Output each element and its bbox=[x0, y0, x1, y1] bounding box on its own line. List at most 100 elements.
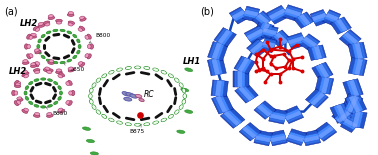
Polygon shape bbox=[213, 95, 228, 113]
Polygon shape bbox=[262, 40, 276, 50]
Polygon shape bbox=[313, 45, 325, 59]
Polygon shape bbox=[318, 126, 334, 138]
Polygon shape bbox=[262, 23, 270, 32]
Polygon shape bbox=[254, 135, 271, 145]
Ellipse shape bbox=[92, 105, 96, 109]
Polygon shape bbox=[263, 28, 277, 35]
Ellipse shape bbox=[35, 50, 41, 54]
Ellipse shape bbox=[38, 39, 41, 43]
Ellipse shape bbox=[34, 79, 39, 81]
Polygon shape bbox=[283, 5, 303, 22]
Ellipse shape bbox=[31, 63, 36, 66]
Ellipse shape bbox=[96, 78, 100, 82]
Polygon shape bbox=[353, 42, 366, 59]
Polygon shape bbox=[270, 135, 287, 145]
Polygon shape bbox=[218, 30, 231, 44]
Text: (a): (a) bbox=[4, 6, 17, 16]
Ellipse shape bbox=[34, 49, 39, 52]
Polygon shape bbox=[246, 29, 264, 40]
Polygon shape bbox=[208, 58, 226, 76]
Ellipse shape bbox=[78, 28, 83, 31]
Ellipse shape bbox=[17, 82, 21, 86]
Polygon shape bbox=[238, 71, 242, 87]
Ellipse shape bbox=[77, 39, 80, 43]
Ellipse shape bbox=[85, 54, 89, 58]
Ellipse shape bbox=[66, 82, 70, 86]
Polygon shape bbox=[321, 77, 329, 93]
Polygon shape bbox=[270, 133, 287, 143]
Polygon shape bbox=[275, 32, 288, 44]
Ellipse shape bbox=[45, 23, 50, 26]
Polygon shape bbox=[261, 37, 277, 53]
Ellipse shape bbox=[122, 92, 130, 96]
Polygon shape bbox=[304, 135, 319, 142]
Ellipse shape bbox=[54, 82, 58, 85]
Polygon shape bbox=[248, 40, 265, 54]
Polygon shape bbox=[250, 42, 264, 53]
Ellipse shape bbox=[79, 63, 85, 67]
Ellipse shape bbox=[175, 110, 179, 114]
Ellipse shape bbox=[38, 22, 43, 25]
Ellipse shape bbox=[14, 80, 19, 85]
Polygon shape bbox=[339, 29, 361, 48]
Polygon shape bbox=[233, 71, 249, 87]
Ellipse shape bbox=[47, 113, 52, 115]
Ellipse shape bbox=[41, 34, 45, 38]
Ellipse shape bbox=[22, 73, 28, 77]
Ellipse shape bbox=[92, 83, 96, 87]
Ellipse shape bbox=[183, 100, 185, 104]
Ellipse shape bbox=[169, 115, 173, 118]
Ellipse shape bbox=[33, 63, 39, 67]
Ellipse shape bbox=[68, 101, 72, 106]
Polygon shape bbox=[256, 21, 274, 33]
Polygon shape bbox=[336, 110, 353, 125]
Polygon shape bbox=[269, 108, 287, 124]
Ellipse shape bbox=[49, 60, 54, 62]
Ellipse shape bbox=[185, 68, 193, 72]
Polygon shape bbox=[348, 79, 362, 97]
Ellipse shape bbox=[58, 74, 63, 78]
Polygon shape bbox=[242, 126, 257, 138]
Polygon shape bbox=[353, 59, 366, 75]
Ellipse shape bbox=[25, 86, 29, 90]
Ellipse shape bbox=[43, 69, 50, 72]
Polygon shape bbox=[270, 114, 286, 120]
Polygon shape bbox=[208, 42, 228, 61]
Polygon shape bbox=[317, 63, 332, 78]
Polygon shape bbox=[344, 32, 358, 44]
Polygon shape bbox=[343, 79, 363, 98]
Ellipse shape bbox=[30, 35, 37, 38]
Ellipse shape bbox=[58, 86, 61, 90]
Ellipse shape bbox=[48, 79, 53, 81]
Polygon shape bbox=[254, 130, 273, 146]
Ellipse shape bbox=[58, 96, 61, 100]
Ellipse shape bbox=[48, 105, 53, 107]
Ellipse shape bbox=[56, 71, 62, 74]
Polygon shape bbox=[348, 110, 367, 128]
Polygon shape bbox=[268, 8, 288, 22]
Polygon shape bbox=[349, 80, 359, 96]
Ellipse shape bbox=[24, 74, 29, 78]
Ellipse shape bbox=[73, 55, 77, 59]
Polygon shape bbox=[348, 95, 363, 113]
Text: (b): (b) bbox=[200, 6, 214, 16]
Text: B850: B850 bbox=[64, 63, 85, 72]
Polygon shape bbox=[287, 33, 307, 49]
Polygon shape bbox=[212, 80, 223, 96]
Polygon shape bbox=[347, 96, 359, 113]
Polygon shape bbox=[215, 80, 222, 96]
Polygon shape bbox=[355, 43, 363, 59]
Polygon shape bbox=[274, 31, 290, 45]
Polygon shape bbox=[209, 42, 223, 60]
Polygon shape bbox=[263, 26, 278, 36]
Polygon shape bbox=[270, 135, 286, 142]
Ellipse shape bbox=[54, 101, 58, 104]
Polygon shape bbox=[310, 92, 325, 106]
Polygon shape bbox=[302, 35, 319, 48]
Polygon shape bbox=[311, 12, 328, 23]
Polygon shape bbox=[217, 29, 233, 45]
Polygon shape bbox=[305, 89, 328, 108]
Text: LH2: LH2 bbox=[20, 19, 38, 28]
Ellipse shape bbox=[53, 29, 58, 32]
Polygon shape bbox=[255, 13, 270, 26]
